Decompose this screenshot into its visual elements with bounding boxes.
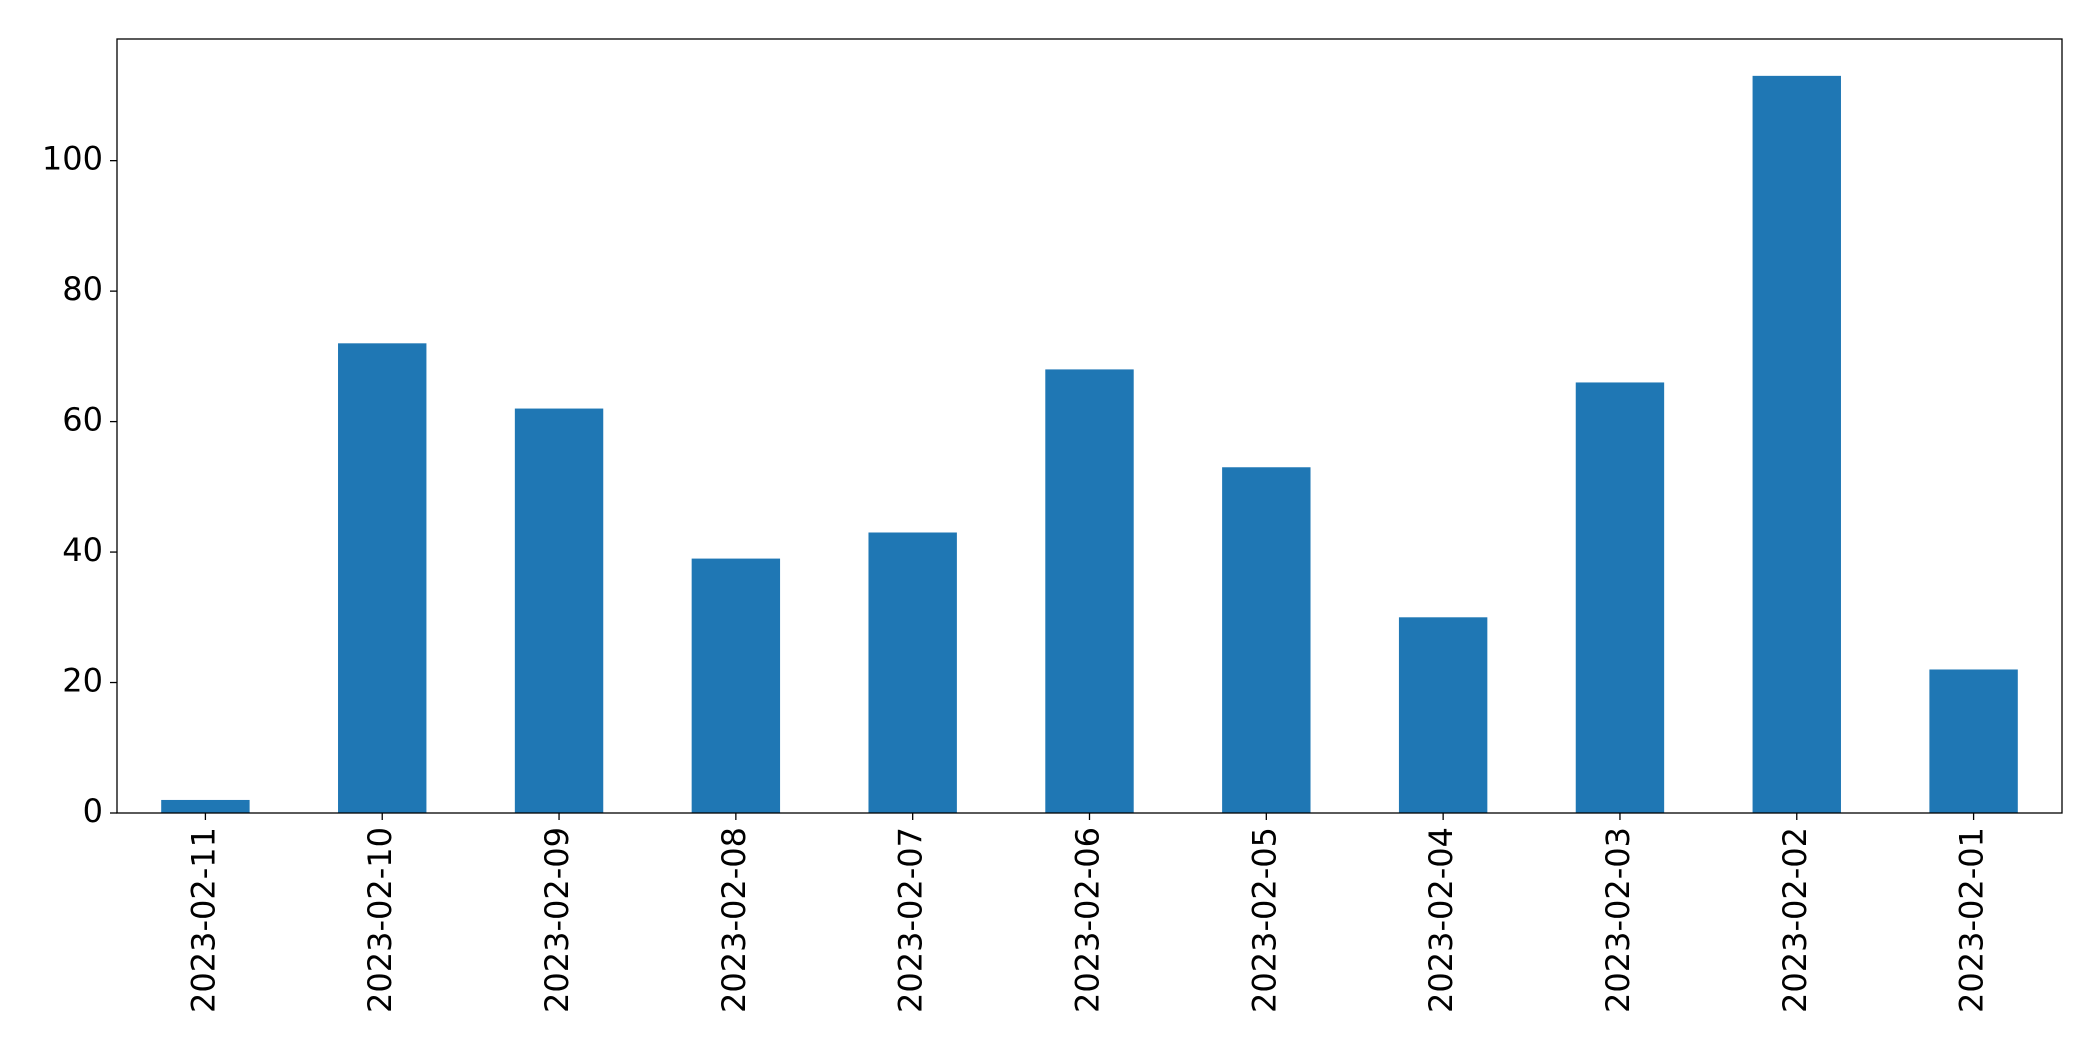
bar (514, 408, 604, 813)
x-tick-label: 2023-02-08 (715, 827, 753, 1013)
bar (161, 799, 250, 813)
bar (1575, 382, 1665, 813)
y-tick-label: 0 (83, 792, 103, 830)
bar (1222, 467, 1311, 813)
x-tick-label: 2023-02-06 (1069, 827, 1107, 1013)
x-tick-label: 2023-02-01 (1953, 827, 1991, 1013)
x-tick-label: 2023-02-05 (1245, 827, 1283, 1013)
bar (691, 558, 781, 813)
x-tick-label: 2023-02-07 (892, 827, 930, 1013)
x-tick-label: 2023-02-11 (184, 827, 222, 1013)
bar (1398, 617, 1488, 813)
y-tick-label: 20 (62, 662, 103, 700)
bar (868, 532, 957, 813)
x-tick-label: 2023-02-09 (538, 827, 576, 1013)
bar (1929, 669, 2018, 813)
x-tick-label: 2023-02-02 (1776, 827, 1814, 1013)
y-tick-label: 40 (62, 531, 103, 569)
y-tick-label: 80 (62, 270, 103, 308)
bar (1752, 75, 1841, 814)
bar (338, 343, 427, 813)
y-tick-label: 100 (42, 140, 103, 178)
y-tick-label: 60 (62, 401, 103, 439)
bar (1045, 369, 1134, 813)
plot-frame (116, 38, 2063, 814)
x-tick-label: 2023-02-03 (1599, 827, 1637, 1013)
x-tick-label: 2023-02-04 (1422, 827, 1460, 1013)
x-tick-label: 2023-02-10 (361, 827, 399, 1013)
